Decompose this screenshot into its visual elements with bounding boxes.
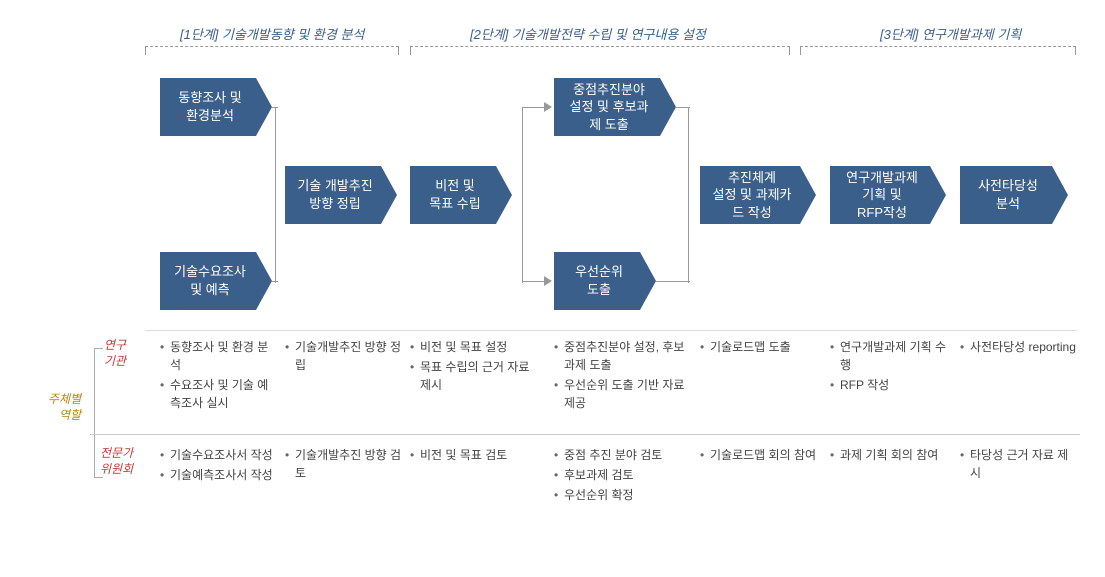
org-col-5-item-0: 연구개발과제 기획 수행 bbox=[830, 338, 952, 374]
expert-col-4: 기술로드맵 회의 참여 bbox=[700, 446, 822, 466]
org-col-6-item-0: 사전타당성 reporting bbox=[960, 338, 1078, 356]
merge-line-left-v bbox=[275, 107, 276, 283]
org-col-4: 기술로드맵 도출 bbox=[700, 338, 822, 358]
expert-col-2: 비전 및 목표 검토 bbox=[410, 446, 542, 466]
org-col-0: 동향조사 및 환경 분석수요조사 및 기술 예측조사 실시 bbox=[160, 338, 278, 414]
expert-col-0-item-1: 기술예측조사서 작성 bbox=[160, 466, 278, 484]
flow-box-b7: 추진체계 설정 및 과제카 드 작성 bbox=[700, 166, 800, 224]
expert-col-3-item-0: 중점 추진 분야 검토 bbox=[554, 446, 692, 464]
org-col-3: 중점추진분야 설정, 후보과제 도출우선순위 도출 기반 자료 제공 bbox=[554, 338, 692, 414]
stage-2-label: [2단계] 기술개발전략 수립 및 연구내용 설정 bbox=[470, 24, 706, 43]
flow-box-b8: 연구개발과제 기획 및 RFP작성 bbox=[830, 166, 930, 224]
stage-2-bracket bbox=[410, 46, 790, 60]
flow-box-b2: 기술수요조사 및 예측 bbox=[160, 252, 256, 310]
expert-col-5: 과제 기획 회의 참여 bbox=[830, 446, 952, 466]
flow-box-b6: 우선순위 도출 bbox=[554, 252, 640, 310]
merge-line-right-t1 bbox=[676, 107, 690, 108]
merge-line-right-v bbox=[688, 107, 689, 283]
org-col-0-item-1: 수요조사 및 기술 예측조사 실시 bbox=[160, 376, 278, 412]
expert-col-5-item-0: 과제 기획 회의 참여 bbox=[830, 446, 952, 464]
expert-col-2-item-0: 비전 및 목표 검토 bbox=[410, 446, 542, 464]
org-col-1: 기술개발추진 방향 정립 bbox=[285, 338, 403, 376]
expert-col-0: 기술수요조사서 작성기술예측조사서 작성 bbox=[160, 446, 278, 486]
roles-title: 주체별 역할 bbox=[48, 392, 81, 423]
org-col-3-item-1: 우선순위 도출 기반 자료 제공 bbox=[554, 376, 692, 412]
org-col-4-item-0: 기술로드맵 도출 bbox=[700, 338, 822, 356]
flow-box-b4: 비전 및 목표 수립 bbox=[410, 166, 496, 224]
expert-col-6: 타당성 근거 자료 제시 bbox=[960, 446, 1078, 484]
org-col-2: 비전 및 목표 설정목표 수립의 근거 자료 제시 bbox=[410, 338, 542, 396]
merge-line-left-t1 bbox=[272, 107, 278, 108]
org-col-2-item-1: 목표 수립의 근거 자료 제시 bbox=[410, 358, 542, 394]
split-arrow-1 bbox=[544, 102, 552, 112]
flow-box-b3: 기술 개발추진 방향 정립 bbox=[285, 166, 381, 224]
org-col-5: 연구개발과제 기획 수행 RFP 작성 bbox=[830, 338, 952, 396]
role-org: 연구 기관 bbox=[104, 338, 126, 369]
org-col-3-item-0: 중점추진분야 설정, 후보과제 도출 bbox=[554, 338, 692, 374]
merge-line-right-t2 bbox=[656, 281, 690, 282]
expert-col-0-item-0: 기술수요조사서 작성 bbox=[160, 446, 278, 464]
org-col-5-item-1: RFP 작성 bbox=[830, 376, 952, 394]
org-col-0-item-0: 동향조사 및 환경 분석 bbox=[160, 338, 278, 374]
stage-1-label: [1단계] 기술개발동향 및 환경 분석 bbox=[180, 24, 364, 43]
expert-col-1-item-0: 기술개발추진 방향 검토 bbox=[285, 446, 403, 482]
flow-box-b9: 사전타당성 분석 bbox=[960, 166, 1052, 224]
flowchart: 동향조사 및 환경분석기술수요조사 및 예측 기술 개발추진 방향 정립 비전 및 … bbox=[0, 60, 1105, 320]
flow-box-b1: 동향조사 및 환경분석 bbox=[160, 78, 256, 136]
expert-col-3-item-1: 후보과제 검토 bbox=[554, 466, 692, 484]
flow-box-b5: 중점추진분야 설정 및 후보과 제 도출 bbox=[554, 78, 660, 136]
split-arrow-2 bbox=[544, 276, 552, 286]
org-col-6: 사전타당성 reporting bbox=[960, 338, 1078, 358]
expert-col-3-item-2: 우선순위 확정 bbox=[554, 486, 692, 504]
stage-3-label: [3단계] 연구개발과제 기획 bbox=[880, 24, 1021, 43]
roles-bracket bbox=[94, 348, 95, 478]
split-line-v bbox=[522, 107, 523, 283]
stage-3-bracket bbox=[800, 46, 1076, 60]
stage-1-bracket bbox=[145, 46, 399, 60]
expert-col-1: 기술개발추진 방향 검토 bbox=[285, 446, 403, 484]
role-expert: 전문가 위원회 bbox=[100, 446, 133, 477]
expert-col-3: 중점 추진 분야 검토후보과제 검토우선순위 확정 bbox=[554, 446, 692, 506]
merge-line-left-t2 bbox=[272, 281, 278, 282]
hr-top bbox=[145, 330, 1077, 331]
hr-mid bbox=[90, 434, 1080, 435]
org-col-2-item-0: 비전 및 목표 설정 bbox=[410, 338, 542, 356]
expert-col-4-item-0: 기술로드맵 회의 참여 bbox=[700, 446, 822, 464]
expert-col-6-item-0: 타당성 근거 자료 제시 bbox=[960, 446, 1078, 482]
stage-headers: [1단계] 기술개발동향 및 환경 분석 [2단계] 기술개발전략 수립 및 연… bbox=[0, 24, 1105, 54]
org-col-1-item-0: 기술개발추진 방향 정립 bbox=[285, 338, 403, 374]
